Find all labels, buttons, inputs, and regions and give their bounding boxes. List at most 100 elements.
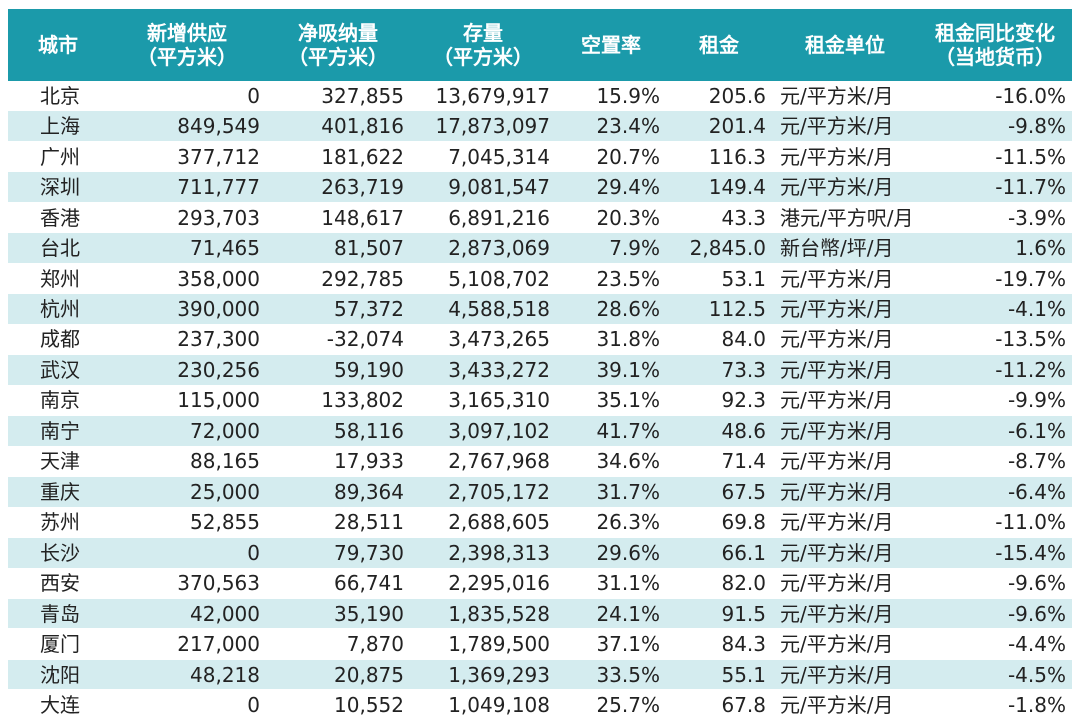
- cell-rent-unit: 元/平方米/月: [772, 568, 918, 599]
- table-row: 南京 115,000 133,802 3,165,310 35.1% 92.3 元/平方米/…: [8, 385, 1072, 417]
- cell-rent-unit: 元/平方米/月: [772, 628, 918, 660]
- cell-city: 西安: [8, 568, 108, 599]
- cell-vacancy: 24.1%: [556, 598, 666, 630]
- cell-stock: 1,835,528: [410, 598, 556, 630]
- table-row: 南宁 72,000 58,116 3,097,102 41.7% 48.6 元/平方米/月 -…: [8, 415, 1072, 447]
- cell-rent: 69.8: [666, 507, 772, 539]
- cell-rent: 53.1: [666, 263, 772, 295]
- cell-city: 天津: [8, 446, 108, 478]
- cell-city: 上海: [8, 110, 108, 142]
- cell-new-supply: 390,000: [108, 293, 266, 325]
- cell-vacancy: 28.6%: [556, 293, 666, 325]
- cell-vacancy: 29.4%: [556, 171, 666, 203]
- cell-stock: 2,767,968: [410, 446, 556, 478]
- cell-rent-unit: 元/平方米/月: [772, 446, 918, 478]
- column-header-net-absorption: 净吸纳量 （平方米）: [266, 9, 410, 81]
- cell-rent: 112.5: [666, 293, 772, 325]
- table-row: 青岛 42,000 35,190 1,835,528 24.1% 91.5 元/平方米/月 -…: [8, 598, 1072, 630]
- column-header-vacancy: 空置率: [556, 9, 666, 81]
- cell-net-absorption: 79,730: [266, 537, 410, 569]
- column-header-stock: 存量 （平方米）: [410, 9, 556, 81]
- cell-vacancy: 29.6%: [556, 537, 666, 569]
- cell-new-supply: 48,218: [108, 659, 266, 691]
- cell-rent: 92.3: [666, 385, 772, 417]
- cell-vacancy: 34.6%: [556, 446, 666, 478]
- cell-new-supply: 849,549: [108, 110, 266, 142]
- cell-rent: 55.1: [666, 659, 772, 691]
- column-header-rent: 租金: [666, 9, 772, 81]
- cell-stock: 2,688,605: [410, 507, 556, 539]
- table-row: 长沙 0 79,730 2,398,313 29.6% 66.1 元/平方米/月 -15.4%: [8, 537, 1072, 569]
- cell-rent-yoy: -9.8%: [918, 110, 1072, 142]
- cell-vacancy: 31.1%: [556, 568, 666, 599]
- cell-net-absorption: 58,116: [266, 415, 410, 447]
- cell-rent-unit: 元/平方米/月: [772, 141, 918, 173]
- cell-stock: 2,295,016: [410, 568, 556, 599]
- table-row: 西安 370,563 66,741 2,295,016 31.1% 82.0 元/平方米/月…: [8, 568, 1072, 599]
- cell-new-supply: 71,465: [108, 232, 266, 264]
- cell-rent: 2,845.0: [666, 232, 772, 264]
- cell-new-supply: 115,000: [108, 385, 266, 417]
- cell-net-absorption: 59,190: [266, 354, 410, 386]
- table-row: 台北 71,465 81,507 2,873,069 7.9% 2,845.0 新台幣/坪/…: [8, 232, 1072, 264]
- cell-city: 香港: [8, 202, 108, 234]
- cell-net-absorption: 148,617: [266, 202, 410, 234]
- cell-new-supply: 0: [108, 81, 266, 112]
- cell-net-absorption: 89,364: [266, 476, 410, 508]
- cell-vacancy: 7.9%: [556, 232, 666, 264]
- cell-city: 台北: [8, 232, 108, 264]
- cell-rent-yoy: -11.5%: [918, 141, 1072, 173]
- cell-vacancy: 15.9%: [556, 81, 666, 112]
- cell-net-absorption: 7,870: [266, 628, 410, 660]
- cell-city: 青岛: [8, 598, 108, 630]
- cell-vacancy: 35.1%: [556, 385, 666, 417]
- cell-vacancy: 31.7%: [556, 476, 666, 508]
- cell-net-absorption: 292,785: [266, 263, 410, 295]
- cell-rent-unit: 元/平方米/月: [772, 81, 918, 112]
- cell-new-supply: 88,165: [108, 446, 266, 478]
- cell-new-supply: 42,000: [108, 598, 266, 630]
- cell-new-supply: 25,000: [108, 476, 266, 508]
- table-row: 成都 237,300 -32,074 3,473,265 31.8% 84.0 元/平方米/…: [8, 324, 1072, 356]
- cell-city: 长沙: [8, 537, 108, 569]
- column-header-line1: 租金: [699, 33, 739, 57]
- table-row: 深圳 711,777 263,719 9,081,547 29.4% 149.4 元/平方米…: [8, 171, 1072, 203]
- cell-stock: 9,081,547: [410, 171, 556, 203]
- cell-net-absorption: 57,372: [266, 293, 410, 325]
- header-row: 城市 新增供应 （平方米） 净吸纳量 （平方米） 存量 （平方米） 空置率 租金 租金单位 租金同比…: [8, 9, 1072, 81]
- cell-city: 郑州: [8, 263, 108, 295]
- table-row: 郑州 358,000 292,785 5,108,702 23.5% 53.1 元/平方米/…: [8, 263, 1072, 295]
- cell-rent-yoy: -11.2%: [918, 354, 1072, 386]
- cell-rent: 73.3: [666, 354, 772, 386]
- table-row: 广州 377,712 181,622 7,045,314 20.7% 116.3 元/平方米…: [8, 141, 1072, 173]
- table-row: 苏州 52,855 28,511 2,688,605 26.3% 69.8 元/平方米/月 -…: [8, 507, 1072, 539]
- cell-rent-unit: 元/平方米/月: [772, 354, 918, 386]
- cell-city: 成都: [8, 324, 108, 356]
- cell-net-absorption: 20,875: [266, 659, 410, 691]
- cell-rent-yoy: -15.4%: [918, 537, 1072, 569]
- cell-rent-yoy: -9.9%: [918, 385, 1072, 417]
- cell-city: 北京: [8, 81, 108, 112]
- cell-rent-yoy: -13.5%: [918, 324, 1072, 356]
- column-header-line1: 租金同比变化: [935, 21, 1055, 45]
- cell-rent-yoy: 1.6%: [918, 232, 1072, 264]
- table-row: 沈阳 48,218 20,875 1,369,293 33.5% 55.1 元/平方米/月 -…: [8, 659, 1072, 691]
- cell-net-absorption: 327,855: [266, 81, 410, 112]
- cell-city: 大连: [8, 689, 108, 721]
- cell-vacancy: 23.5%: [556, 263, 666, 295]
- cell-rent: 116.3: [666, 141, 772, 173]
- cell-rent-yoy: -1.8%: [918, 689, 1072, 721]
- cell-stock: 4,588,518: [410, 293, 556, 325]
- column-header-rent-yoy: 租金同比变化 （当地货币）: [918, 9, 1072, 81]
- table-row: 大连 0 10,552 1,049,108 25.7% 67.8 元/平方米/月 -1.8%: [8, 689, 1072, 721]
- cell-city: 广州: [8, 141, 108, 173]
- cell-rent-unit: 新台幣/坪/月: [772, 232, 918, 264]
- cell-stock: 3,165,310: [410, 385, 556, 417]
- cell-net-absorption: 181,622: [266, 141, 410, 173]
- cell-rent-unit: 元/平方米/月: [772, 689, 918, 721]
- cell-net-absorption: 66,741: [266, 568, 410, 599]
- cell-rent-yoy: -8.7%: [918, 446, 1072, 478]
- cell-stock: 3,433,272: [410, 354, 556, 386]
- cell-net-absorption: 28,511: [266, 507, 410, 539]
- cell-new-supply: 0: [108, 689, 266, 721]
